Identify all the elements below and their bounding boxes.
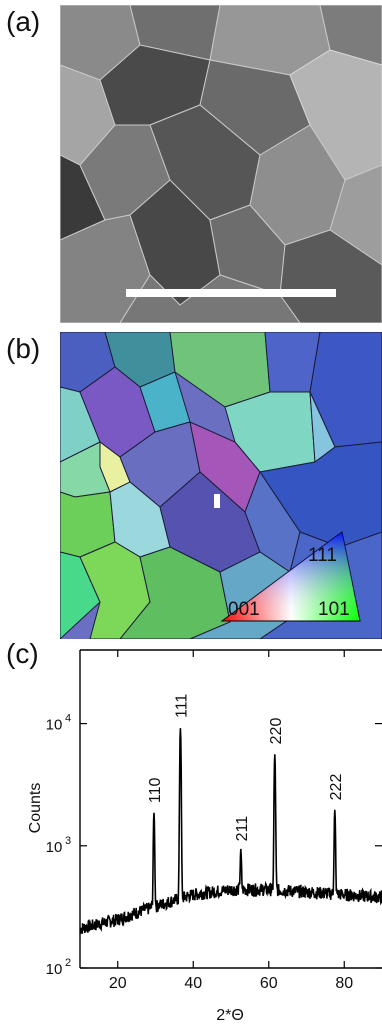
xrd-pattern-line <box>79 728 382 934</box>
peak-label: 222 <box>328 774 345 801</box>
x-tick-label: 80 <box>335 975 353 992</box>
panel-label-a: (a) <box>6 6 41 37</box>
x-tick-label: 60 <box>260 975 278 992</box>
y-tick-exponent: 3 <box>65 835 71 847</box>
peak-label: 211 <box>234 816 251 842</box>
y-axis-label: Counts <box>27 783 44 834</box>
panel-label-c: (c) <box>6 638 39 669</box>
sem-micrograph-image <box>60 5 382 323</box>
ebsd-map-image: 111 001 101 <box>60 332 382 639</box>
sem-micrograph <box>60 5 382 323</box>
x-tick-label: 40 <box>184 975 202 992</box>
peak-label: 111 <box>173 694 190 718</box>
x-axis-label: 2*Θ <box>216 1007 244 1024</box>
panel-label-b: (b) <box>6 333 41 364</box>
ebsd-orientation-map: 111 001 101 <box>60 332 382 639</box>
y-tick-label: 10 <box>46 839 63 856</box>
y-tick-label: 10 <box>46 961 63 978</box>
y-tick-label: 10 <box>46 717 63 734</box>
peak-label: 220 <box>268 718 285 745</box>
xrd-chart: 110 111 211 220 222 20 40 60 80 10 2 10 3 10 4 Counts… <box>0 640 382 1027</box>
x-tick-label: 20 <box>109 975 127 992</box>
y-tick-exponent: 4 <box>65 713 71 725</box>
ipf-label-001: 001 <box>228 599 260 620</box>
ipf-label-101: 101 <box>318 599 350 620</box>
peak-label: 110 <box>147 778 164 804</box>
ipf-label-111: 111 <box>308 545 337 566</box>
scale-bar <box>126 289 336 297</box>
y-tick-exponent: 2 <box>65 957 71 969</box>
